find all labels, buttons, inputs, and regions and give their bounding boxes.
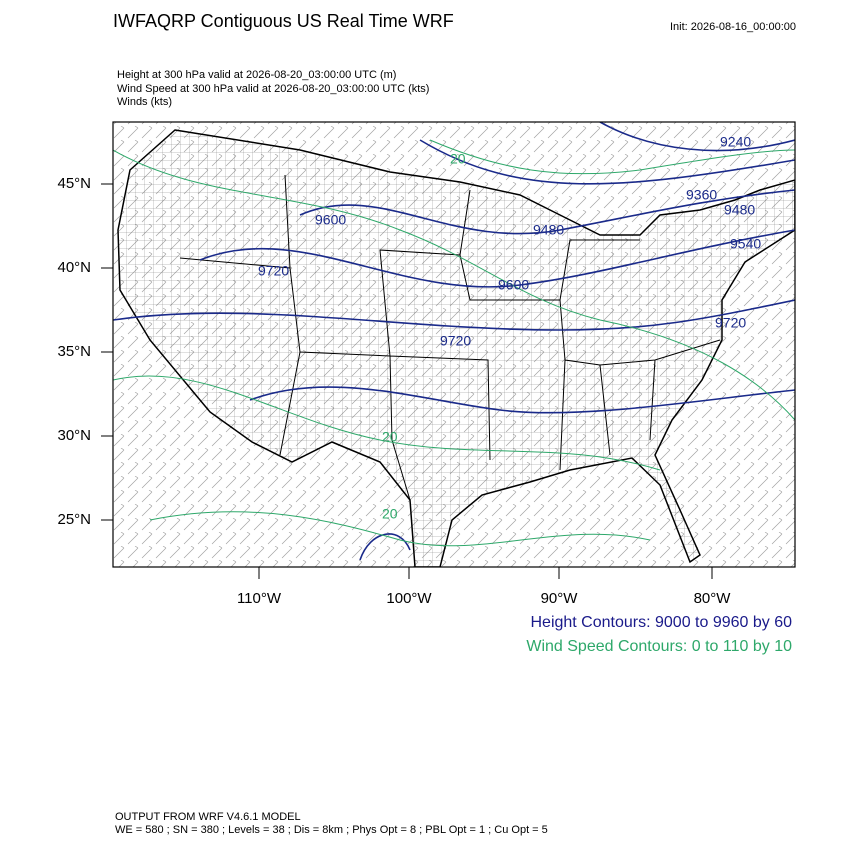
title: IWFAQRP Contiguous US Real Time WRF — [113, 11, 454, 31]
lat-label: 45°N — [57, 175, 91, 192]
height-contour-label: 9720 — [440, 333, 471, 349]
height-contour-label: 9240 — [720, 134, 751, 150]
map-frame — [112, 121, 796, 568]
field-line: Wind Speed at 300 hPa valid at 2026-08-2… — [117, 83, 429, 95]
height-contour-label: 9480 — [724, 202, 755, 218]
height-contour-label: 9720 — [715, 315, 746, 331]
wind-contour-label: 20 — [450, 151, 466, 167]
lon-label: 110°W — [237, 590, 282, 607]
tick-marks — [101, 183, 713, 579]
height-contour-label: 9600 — [315, 212, 346, 228]
height-contour-label: 9720 — [258, 263, 289, 279]
lat-label: 35°N — [57, 343, 91, 360]
lon-label: 80°W — [694, 590, 732, 607]
lon-label: 100°W — [386, 590, 432, 607]
field-line: Winds (kts) — [117, 96, 172, 108]
lat-label: 30°N — [57, 427, 91, 444]
init-time: Init: 2026-08-16_00:00:00 — [670, 21, 796, 33]
height-legend: Height Contours: 9000 to 9960 by 60 — [530, 614, 792, 631]
height-contour-label: 9360 — [686, 187, 717, 203]
map: 9240 9360 9480 9600 9480 9540 9720 9600 … — [113, 122, 795, 567]
lat-label: 40°N — [57, 259, 91, 276]
wind-contour-label: 20 — [382, 506, 398, 522]
wind-contour-label: 20 — [382, 429, 398, 445]
field-line: Height at 300 hPa valid at 2026-08-20_03… — [117, 69, 396, 81]
wind-speed-contours — [113, 139, 795, 547]
lon-label: 90°W — [541, 590, 579, 607]
footer-line: OUTPUT FROM WRF V4.6.1 MODEL — [115, 811, 301, 823]
height-contour-label: 9480 — [533, 222, 564, 238]
lat-label: 25°N — [57, 511, 91, 528]
height-contours — [113, 122, 795, 561]
wind-legend: Wind Speed Contours: 0 to 110 by 10 — [526, 638, 792, 655]
height-contour-label: 9600 — [498, 277, 529, 293]
footer-line: WE = 580 ; SN = 380 ; Levels = 38 ; Dis … — [115, 824, 548, 836]
height-contour-label: 9540 — [730, 236, 761, 252]
us-outline — [117, 129, 795, 567]
